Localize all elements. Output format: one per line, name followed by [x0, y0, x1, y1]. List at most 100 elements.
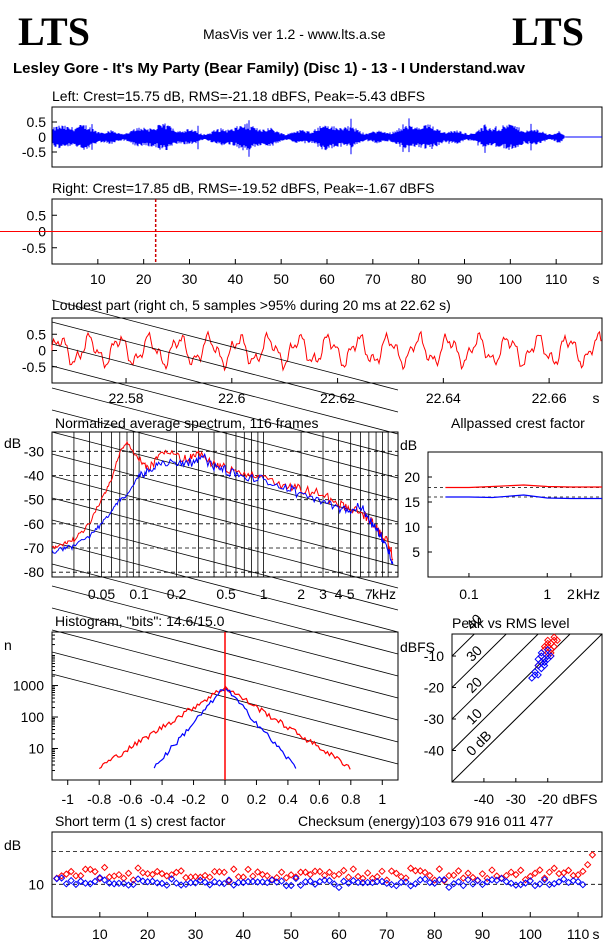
short-term-crest-point-1 [574, 877, 582, 886]
short-term-crest-point-0 [340, 866, 348, 875]
short-term-crest-point-1 [311, 880, 319, 888]
short-term-crest-point-1 [555, 878, 563, 886]
peak-vs-rms-point-0 [544, 636, 552, 645]
short-term-crest-point-1 [163, 881, 171, 889]
short-term-crest-point-0 [512, 870, 520, 879]
average-spectrum-xtick-label: 0.05 [88, 586, 115, 602]
loudest-part-ytick-label: -0.5 [22, 359, 46, 375]
short-term-crest-point-0 [363, 869, 372, 877]
short-term-crest-point-1 [129, 880, 138, 889]
short-term-crest-point-0 [459, 874, 468, 882]
short-term-crest-point-0 [62, 870, 71, 878]
short-term-crest-xtick-label: 110 [567, 926, 590, 942]
average-spectrum-frame [51, 431, 399, 578]
short-term-crest-point-0 [411, 867, 420, 875]
average-spectrum-slope-line [51, 519, 399, 611]
short-term-crest-point-1 [306, 877, 314, 885]
right-waveform-xunit: s [593, 271, 600, 287]
short-term-crest-point-0 [244, 865, 252, 874]
average-spectrum-xtick-label: 1 [260, 586, 268, 602]
right-waveform-xtick-label: 20 [136, 271, 152, 287]
short-term-crest-point-0 [344, 873, 353, 881]
short-term-crest-point-0 [387, 867, 396, 875]
average-spectrum-ytick-label: -80 [24, 564, 44, 580]
short-term-crest-point-0 [67, 867, 75, 876]
short-term-crest-point-1 [344, 879, 353, 887]
short-term-crest-point-1 [263, 878, 271, 887]
short-term-crest-point-1 [440, 876, 448, 884]
allpassed-crest-factor-xtick-label: 1 [543, 586, 551, 602]
peak-vs-rms-point-1 [537, 664, 546, 673]
right-waveform-xtick-label: 70 [365, 271, 381, 287]
short-term-crest-point-1 [560, 875, 568, 883]
right-waveform-title: Right: Crest=17.85 dB, RMS=-19.52 dBFS, … [52, 180, 434, 196]
short-term-crest-point-0 [579, 867, 587, 876]
short-term-crest-ytick-label: 10 [28, 876, 44, 892]
histogram-ylabel: n [4, 637, 12, 653]
histogram-xtick-label: -0.2 [181, 791, 205, 807]
average-spectrum-slope-line [51, 409, 399, 501]
short-term-crest-point-1 [91, 877, 99, 886]
average-spectrum-slope-line [51, 321, 399, 413]
average-spectrum-slope-line [51, 563, 399, 655]
peak-vs-rms-title: Peak vs RMS level [452, 615, 569, 631]
short-term-crest-point-0 [545, 868, 554, 876]
left-waveform-title: Left: Crest=15.75 dB, RMS=-21.18 dBFS, P… [52, 88, 425, 104]
peak-vs-rms-point-1 [534, 671, 542, 679]
peak-vs-rms-point-1 [544, 652, 552, 660]
short-term-crest-point-0 [287, 871, 295, 879]
short-term-crest-point-0 [167, 871, 176, 879]
short-term-crest-point-0 [230, 865, 238, 873]
short-term-crest-point-0 [124, 869, 133, 877]
histogram-xtick-label: 0.2 [247, 791, 267, 807]
average-spectrum-xtick-label: 0.1 [129, 586, 149, 602]
short-term-crest-point-0 [96, 874, 104, 883]
right-waveform-xtick-label: 60 [319, 271, 335, 287]
short-term-crest-point-0 [416, 867, 424, 875]
short-term-crest-point-1 [378, 877, 386, 886]
short-term-crest-point-0 [158, 869, 166, 878]
short-term-crest-point-1 [569, 876, 578, 885]
short-term-crest-point-0 [81, 865, 90, 873]
average-spectrum-slope-line [51, 541, 399, 633]
peak-vs-rms-frame [451, 633, 603, 783]
average-spectrum-series-0 [52, 440, 394, 562]
short-term-crest-point-1 [430, 879, 439, 887]
short-term-crest-point-0 [134, 864, 142, 872]
histogram-title: Histogram, "bits": 14.6/15.0 [55, 613, 225, 629]
short-term-crest-point-1 [469, 880, 477, 888]
short-term-crest-point-0 [478, 870, 487, 878]
histogram-xtick-label: 0.6 [310, 791, 330, 807]
short-term-crest-point-1 [473, 876, 482, 885]
short-term-crest-point-0 [564, 866, 573, 875]
average-spectrum-series-1 [52, 452, 394, 565]
short-term-crest-point-0 [406, 864, 415, 872]
short-term-crest-point-1 [459, 881, 468, 890]
short-term-crest-point-0 [392, 869, 401, 878]
short-term-crest-point-1 [201, 878, 209, 886]
short-term-crest-point-0 [177, 867, 185, 875]
right-waveform-xtick-label: 10 [90, 271, 106, 287]
short-term-crest-point-1 [115, 879, 123, 888]
short-term-crest-point-0 [516, 866, 525, 874]
short-term-crest-point-1 [292, 874, 300, 883]
short-term-crest-point-0 [402, 874, 410, 882]
short-term-crest-frame [51, 831, 603, 918]
short-term-crest-point-0 [426, 871, 434, 880]
short-term-crest-point-0 [383, 876, 391, 884]
short-term-crest-point-0 [454, 867, 463, 875]
short-term-crest-point-1 [478, 880, 487, 889]
short-term-crest-point-0 [493, 872, 501, 880]
short-term-crest-point-1 [148, 877, 157, 885]
peak-vs-rms-point-1 [534, 655, 542, 663]
histogram-xtick-label: 0.4 [278, 791, 298, 807]
short-term-crest-point-1 [464, 876, 472, 884]
short-term-crest-point-0 [139, 868, 147, 877]
short-term-crest-point-1 [62, 880, 71, 888]
average-spectrum-ytick-label: -70 [24, 540, 44, 556]
short-term-crest-point-0 [86, 865, 94, 874]
average-spectrum-ytick-label: -60 [24, 516, 44, 532]
short-term-crest-point-0 [373, 872, 381, 881]
short-term-crest-point-0 [206, 873, 214, 881]
